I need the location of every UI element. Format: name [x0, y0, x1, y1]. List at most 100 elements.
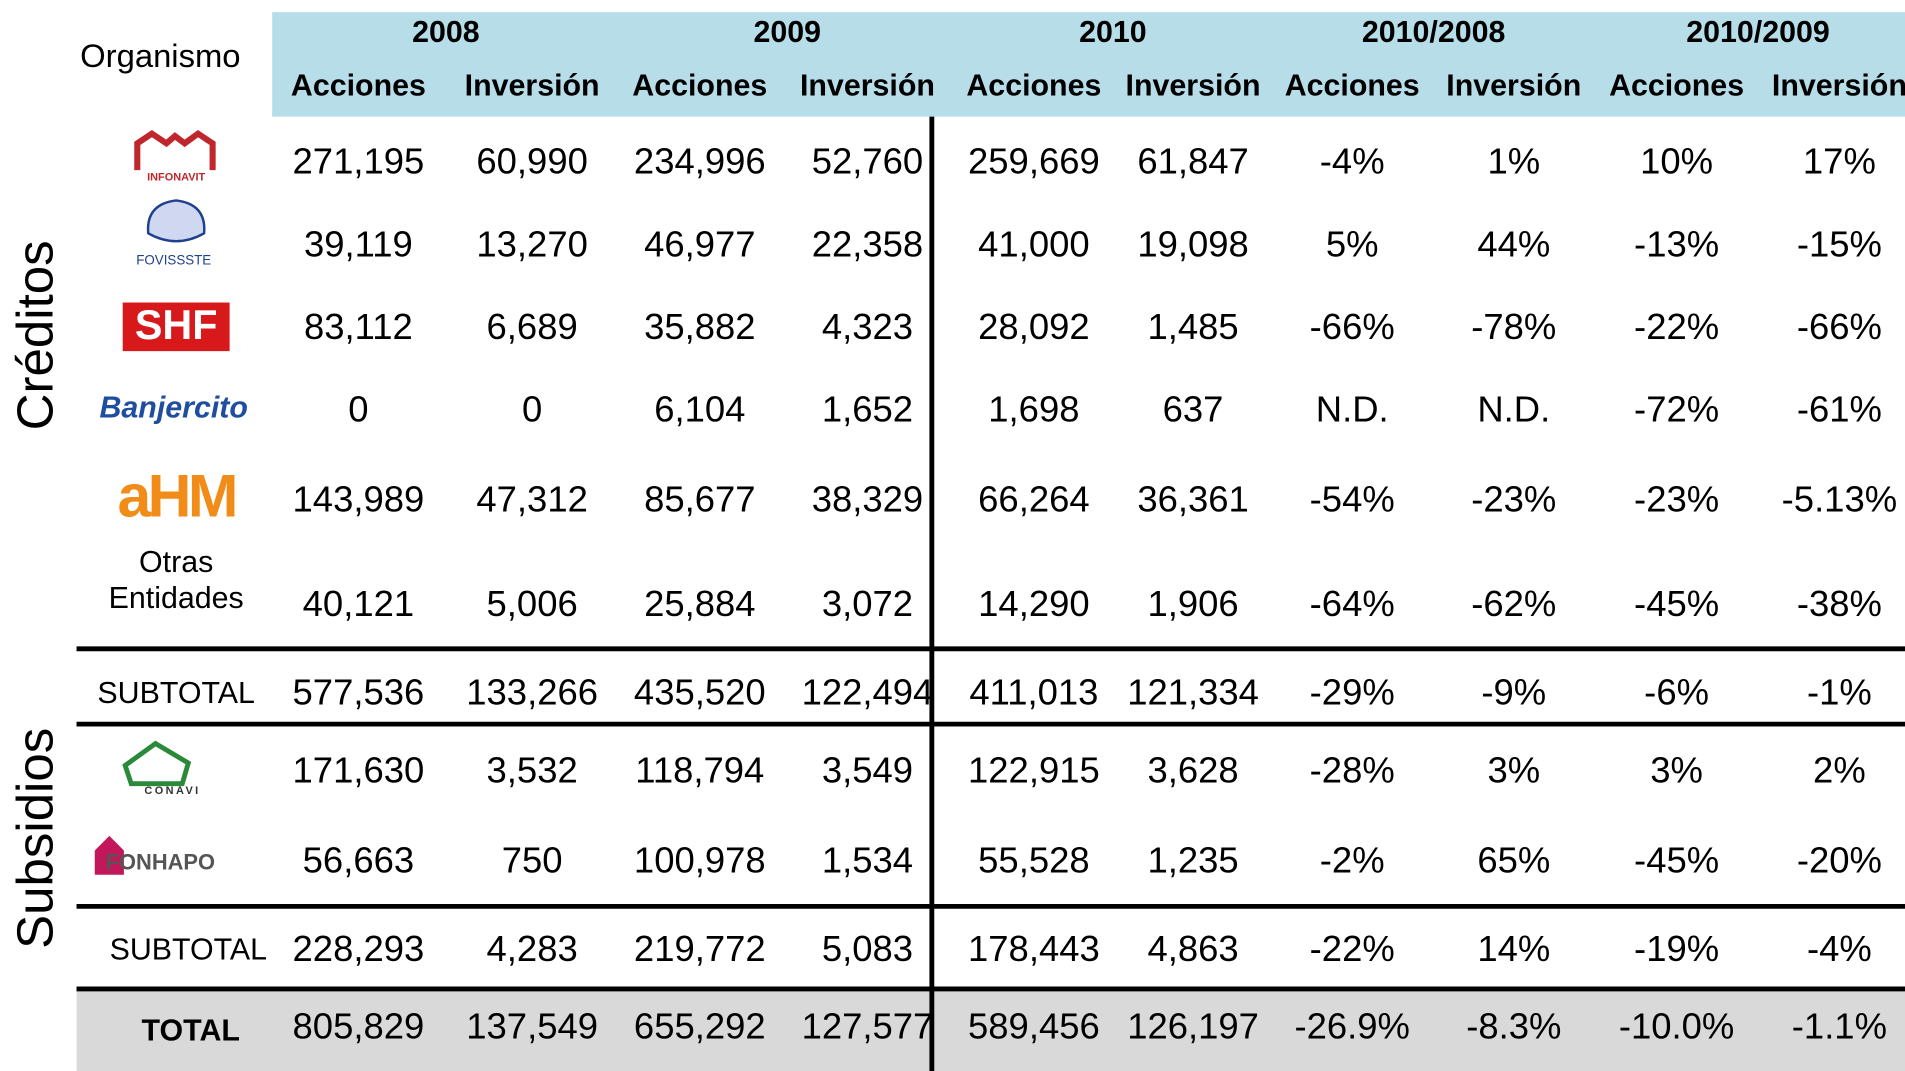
cell: -62% [1471, 583, 1556, 624]
cell: 637 [1163, 389, 1224, 430]
cell: 178,443 [968, 928, 1100, 969]
row-label: FONHAPO [106, 850, 215, 875]
cell: 19,098 [1137, 223, 1248, 264]
cell: 127,577 [802, 1006, 934, 1047]
cell: 47,312 [476, 478, 587, 519]
sub-header: Acciones [291, 69, 426, 102]
cell: 2% [1813, 749, 1866, 790]
cell: -45% [1634, 839, 1719, 880]
group-header: 2008 [412, 16, 480, 49]
cell: 4,323 [822, 306, 913, 347]
section-label: Créditos [6, 240, 63, 430]
cell: 55,528 [978, 839, 1089, 880]
cell: -19% [1634, 928, 1719, 969]
cell: 22,358 [812, 223, 923, 264]
cell: 655,292 [634, 1006, 766, 1047]
logo-shape [94, 835, 124, 875]
cell: 41,000 [978, 223, 1089, 264]
cell: -64% [1310, 583, 1395, 624]
cell: -8.3% [1466, 1006, 1561, 1047]
sub-header: Acciones [1609, 69, 1744, 102]
cell: -1.1% [1792, 1006, 1887, 1047]
group-header: 2010/2009 [1686, 16, 1830, 49]
cell: -23% [1634, 478, 1719, 519]
cell: 805,829 [293, 1006, 425, 1047]
cell: 435,520 [634, 672, 766, 713]
cell: 1,534 [822, 839, 913, 880]
section-label: Subsidios [6, 728, 63, 949]
cell: -4% [1807, 928, 1872, 969]
cell: 577,536 [293, 672, 425, 713]
cell: 5,083 [822, 928, 913, 969]
cell: -72% [1634, 389, 1719, 430]
group-header: 2009 [753, 16, 821, 49]
rules [76, 116, 1905, 1071]
cell: -66% [1310, 306, 1395, 347]
corner-label: Organismo [80, 37, 240, 74]
cell: -5.13% [1782, 478, 1897, 519]
cell: 3% [1487, 749, 1540, 790]
cell: 1,652 [822, 389, 913, 430]
group-header: 2010 [1079, 16, 1147, 49]
cell: 219,772 [634, 928, 766, 969]
row-label: CONAVI [144, 785, 200, 797]
cell: 3,072 [822, 583, 913, 624]
cell: 5% [1326, 223, 1379, 264]
cell: 65% [1477, 839, 1550, 880]
cell: 46,977 [644, 223, 755, 264]
sub-header: Acciones [966, 69, 1101, 102]
cell: -26.9% [1294, 1006, 1409, 1047]
cell: 17% [1803, 141, 1876, 182]
cell: 4,283 [487, 928, 578, 969]
cell: -23% [1471, 478, 1556, 519]
cell: 56,663 [303, 839, 414, 880]
row-label: FOVISSSTE [136, 253, 211, 268]
sub-header: Acciones [632, 69, 767, 102]
row-label: SUBTOTAL [97, 677, 254, 710]
cell: 137,549 [466, 1006, 598, 1047]
row-label: Otras [139, 546, 213, 579]
cell: 28,092 [978, 306, 1089, 347]
logo-shape [122, 302, 230, 352]
cell: -20% [1797, 839, 1882, 880]
cell: 122,915 [968, 749, 1100, 790]
cell: 85,677 [644, 478, 755, 519]
cell: 5,006 [487, 583, 578, 624]
cell: -45% [1634, 583, 1719, 624]
cell: -61% [1797, 389, 1882, 430]
cell: -22% [1310, 928, 1395, 969]
cell: 234,996 [634, 141, 766, 182]
cell: -78% [1471, 306, 1556, 347]
cell: 6,104 [654, 389, 745, 430]
total-band [76, 988, 1905, 1071]
cell: -6% [1644, 672, 1709, 713]
logo-shape [134, 129, 216, 171]
cell: 143,989 [293, 478, 425, 519]
cell: 171,630 [293, 749, 425, 790]
cell: 52,760 [812, 141, 923, 182]
cell: -38% [1797, 583, 1882, 624]
sub-header: Acciones [1285, 69, 1420, 102]
cell: 228,293 [293, 928, 425, 969]
cell: 118,794 [635, 749, 764, 790]
cell: 411,013 [969, 672, 1098, 713]
cell: 14% [1477, 928, 1550, 969]
cell: -66% [1797, 306, 1882, 347]
logo-shape [122, 740, 192, 787]
cell: 38,329 [812, 478, 923, 519]
cell: -13% [1634, 223, 1719, 264]
group-header: 2010/2008 [1362, 16, 1506, 49]
cell: N.D. [1316, 389, 1389, 430]
cell: -22% [1634, 306, 1719, 347]
cell: 83,112 [304, 306, 413, 347]
cell: -4% [1320, 141, 1385, 182]
cell: 3,549 [822, 749, 913, 790]
row-label: Entidades [109, 582, 244, 615]
cell: 14,290 [978, 583, 1089, 624]
cell: 36,361 [1137, 478, 1248, 519]
cell: -29% [1310, 672, 1395, 713]
cell: -54% [1310, 478, 1395, 519]
cell: 25,884 [644, 583, 755, 624]
cell: 750 [502, 839, 563, 880]
